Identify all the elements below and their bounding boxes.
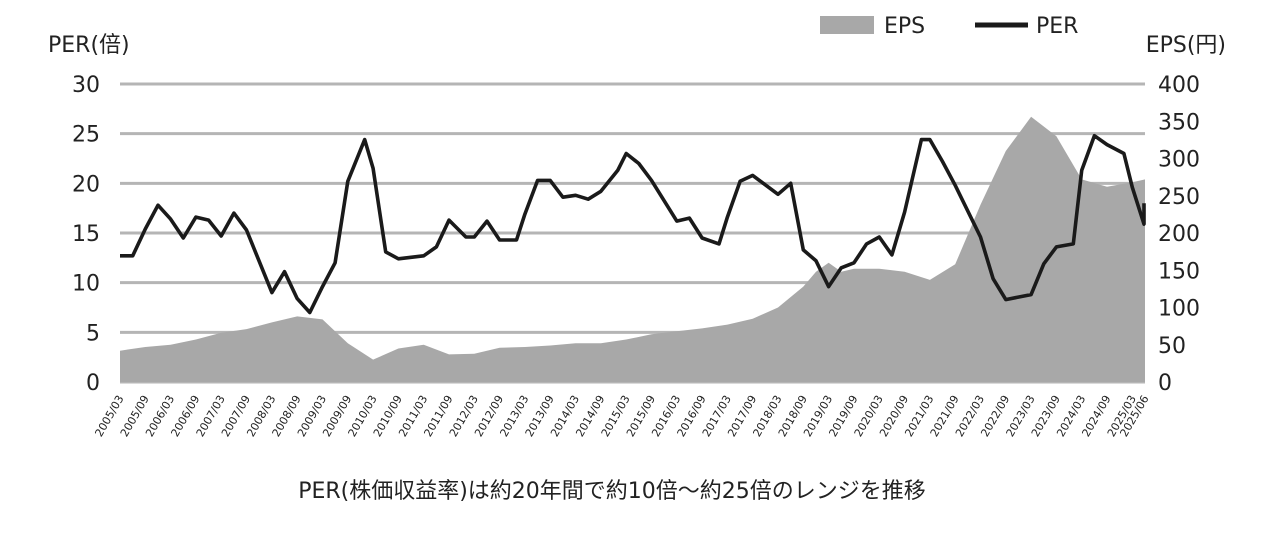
legend-eps-swatch — [820, 16, 874, 34]
right-tick-label: 50 — [1158, 334, 1186, 359]
per-line — [120, 133, 1146, 315]
left-tick-label: 20 — [72, 172, 100, 197]
left-tick-label: 30 — [72, 73, 100, 98]
right-tick-label: 250 — [1158, 185, 1200, 210]
legend: EPS PER — [820, 14, 1078, 39]
right-axis-ticks: 400 350 300 250 200 150 100 50 0 — [1158, 73, 1200, 396]
eps-area — [120, 116, 1145, 383]
left-tick-label: 0 — [86, 371, 100, 396]
right-tick-label: 350 — [1158, 110, 1200, 135]
left-tick-label: 5 — [86, 321, 100, 346]
left-axis-title: PER(倍) — [48, 33, 130, 58]
legend-per-label: PER — [1036, 14, 1078, 39]
right-tick-label: 150 — [1158, 259, 1200, 284]
left-tick-label: 10 — [72, 272, 100, 297]
right-axis-title: EPS(円) — [1146, 33, 1226, 58]
left-tick-label: 15 — [72, 222, 100, 247]
right-tick-label: 300 — [1158, 148, 1200, 173]
legend-eps-label: EPS — [884, 14, 925, 39]
right-tick-label: 0 — [1158, 371, 1172, 396]
left-axis-ticks: 30 25 20 15 10 5 0 — [72, 73, 100, 396]
right-tick-label: 100 — [1158, 297, 1200, 322]
right-tick-label: 400 — [1158, 73, 1200, 98]
right-tick-label: 200 — [1158, 222, 1200, 247]
x-axis-ticks: 2005/032005/092006/032006/092007/032007/… — [92, 393, 1151, 439]
chart-caption: PER(株価収益率)は約20年間で約10倍〜約25倍のレンジを推移 — [298, 479, 926, 504]
left-tick-label: 25 — [72, 123, 100, 148]
